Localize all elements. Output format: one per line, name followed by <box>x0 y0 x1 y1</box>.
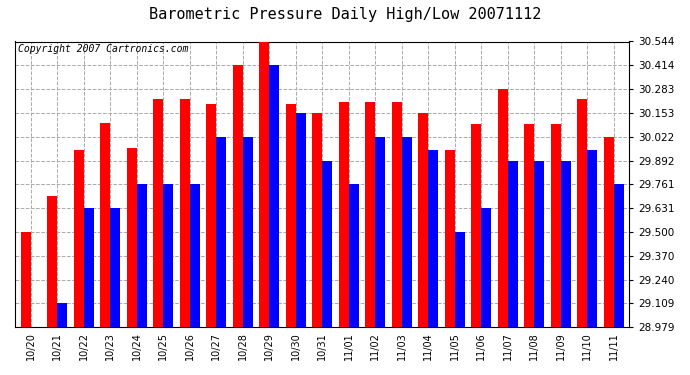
Text: Copyright 2007 Cartronics.com: Copyright 2007 Cartronics.com <box>18 44 188 54</box>
Bar <box>365 102 375 327</box>
Bar <box>339 102 348 327</box>
Bar <box>392 102 402 327</box>
Bar <box>551 124 560 327</box>
Bar <box>269 65 279 327</box>
Bar <box>524 124 534 327</box>
Bar <box>375 137 385 327</box>
Bar <box>74 150 84 327</box>
Bar <box>604 137 613 327</box>
Bar <box>153 99 164 327</box>
Bar <box>137 184 147 327</box>
Bar <box>206 104 216 327</box>
Bar <box>243 137 253 327</box>
Bar <box>127 148 137 327</box>
Bar <box>296 113 306 327</box>
Bar <box>481 208 491 327</box>
Bar <box>497 89 508 327</box>
Bar <box>560 160 571 327</box>
Bar <box>164 184 173 327</box>
Bar <box>577 99 587 327</box>
Bar <box>179 99 190 327</box>
Bar <box>444 150 455 327</box>
Bar <box>190 184 200 327</box>
Bar <box>48 195 57 327</box>
Bar <box>57 303 68 327</box>
Bar <box>21 232 31 327</box>
Bar <box>100 123 110 327</box>
Bar <box>233 65 243 327</box>
Bar <box>613 184 624 327</box>
Bar <box>312 113 322 327</box>
Bar <box>587 150 597 327</box>
Bar <box>286 104 296 327</box>
Bar <box>216 137 226 327</box>
Bar <box>84 209 94 327</box>
Bar <box>110 209 121 327</box>
Bar <box>402 137 412 327</box>
Bar <box>455 232 465 327</box>
Bar <box>508 160 518 327</box>
Bar <box>348 184 359 327</box>
Bar <box>259 42 269 327</box>
Bar <box>428 150 438 327</box>
Text: Barometric Pressure Daily High/Low 20071112: Barometric Pressure Daily High/Low 20071… <box>149 8 541 22</box>
Bar <box>418 113 428 327</box>
Bar <box>322 160 333 327</box>
Bar <box>534 160 544 327</box>
Bar <box>471 124 481 327</box>
